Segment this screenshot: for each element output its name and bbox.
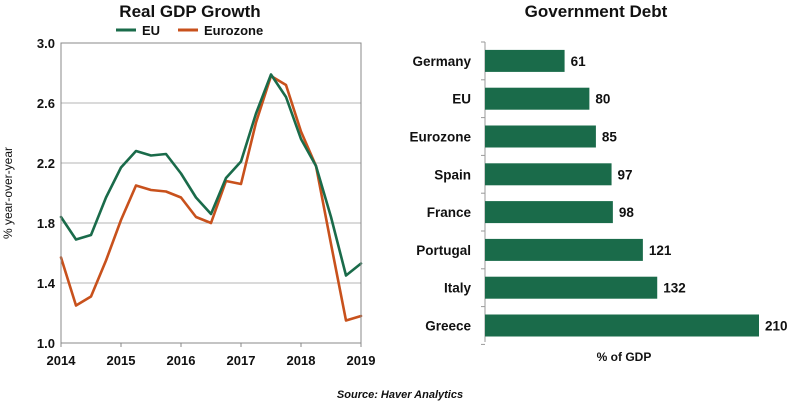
gdp-x-tick-label: 2017 xyxy=(227,353,256,368)
series-line-eu xyxy=(59,73,363,277)
bar-eurozone xyxy=(485,125,596,148)
legend-label-eurozone: Eurozone xyxy=(204,23,263,38)
bar-spain xyxy=(485,163,612,186)
gdp-growth-chart: Real GDP Growth EU Eurozone 3.0 2.6 2.2 1.8… xyxy=(1,2,375,368)
gdp-x-tick-label: 2015 xyxy=(107,353,136,368)
gdp-x-tick-label: 2018 xyxy=(287,353,316,368)
gdp-y-tick-label: 2.6 xyxy=(37,96,55,111)
gdp-x-tick-labels: 2014 2015 2016 2017 2018 2019 xyxy=(47,343,376,368)
bar-category-label: Portugal xyxy=(416,243,471,258)
bar-value-label: 85 xyxy=(602,130,618,145)
bar-germany xyxy=(485,49,565,72)
gdp-chart-title: Real GDP Growth xyxy=(119,2,260,21)
bar-group-eu: EU 80 xyxy=(452,79,610,110)
bar-group-portugal: Portugal 121 xyxy=(416,230,672,261)
debt-bars: Germany 61 EU 80 Eurozone 85 Spain 97 France 98 Po… xyxy=(409,41,788,345)
gdp-x-tick-label: 2014 xyxy=(47,353,77,368)
bar-category-label: Germany xyxy=(412,54,471,69)
gdp-x-tick-label: 2016 xyxy=(167,353,196,368)
bar-group-spain: Spain 97 xyxy=(434,154,633,186)
bar-eu xyxy=(485,87,590,110)
bar-category-label: Italy xyxy=(444,281,472,296)
debt-chart-title: Government Debt xyxy=(525,2,668,21)
bar-value-label: 80 xyxy=(595,92,610,107)
government-debt-chart: Government Debt Germany 61 EU 80 Eurozone 85 S… xyxy=(409,2,787,364)
gdp-legend: EU Eurozone xyxy=(116,23,263,38)
bar-group-italy: Italy 132 xyxy=(444,268,686,299)
gdp-y-tick-label: 2.2 xyxy=(37,156,55,171)
gdp-y-tick-label: 1.0 xyxy=(37,336,55,351)
gdp-y-tick-label: 1.8 xyxy=(37,216,55,231)
bar-category-label: Greece xyxy=(425,319,471,334)
bar-value-label: 132 xyxy=(663,281,686,296)
gdp-y-axis-label: % year-over-year xyxy=(1,147,15,239)
gdp-y-tick-label: 3.0 xyxy=(37,36,55,51)
bar-italy xyxy=(485,276,658,299)
bar-group-greece: Greece 210 xyxy=(425,306,788,337)
bar-value-label: 210 xyxy=(765,319,788,334)
bar-value-label: 61 xyxy=(571,54,587,69)
bar-category-label: France xyxy=(427,205,472,220)
bar-category-label: Spain xyxy=(434,167,471,182)
bar-greece xyxy=(485,314,759,337)
bar-group-eurozone: Eurozone 85 xyxy=(409,117,618,148)
bar-category-label: Eurozone xyxy=(409,130,471,145)
gdp-x-tick-label: 2019 xyxy=(347,353,376,368)
bar-group-france: France 98 xyxy=(427,192,635,224)
gdp-y-tick-label: 1.4 xyxy=(37,276,56,291)
gdp-gridlines xyxy=(61,42,361,344)
bar-france xyxy=(485,201,613,224)
bar-value-label: 121 xyxy=(649,243,672,258)
debt-x-axis-label: % of GDP xyxy=(597,350,652,364)
bar-category-label: EU xyxy=(452,92,471,107)
source-note: Source: Haver Analytics xyxy=(337,389,463,401)
legend-label-eu: EU xyxy=(142,23,160,38)
bar-value-label: 97 xyxy=(618,167,633,182)
gdp-y-tick-labels: 3.0 2.6 2.2 1.8 1.4 1.0 xyxy=(37,36,56,351)
bar-value-label: 98 xyxy=(619,205,635,220)
bar-portugal xyxy=(485,238,643,261)
bar-group-germany: Germany 61 xyxy=(412,41,587,72)
gdp-plot-frame xyxy=(60,42,362,344)
gdp-series-lines xyxy=(59,73,363,322)
